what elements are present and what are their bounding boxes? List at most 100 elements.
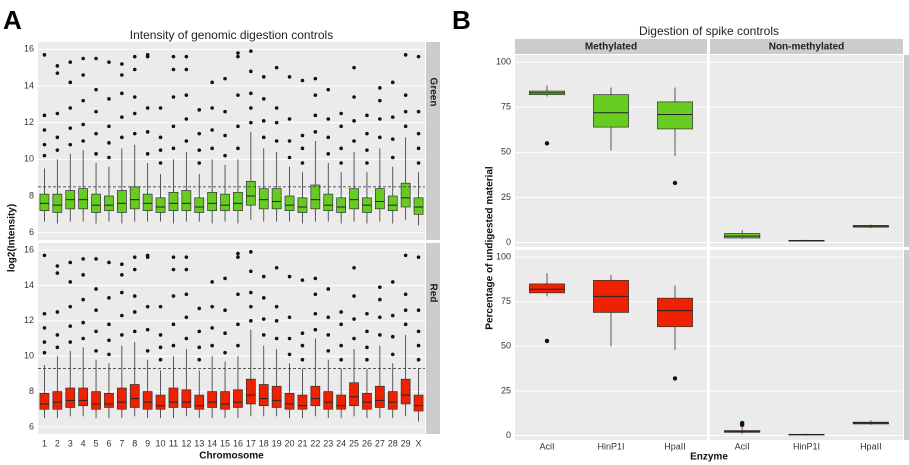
box xyxy=(374,385,385,408)
y-tick-label: 25 xyxy=(501,192,511,202)
outlier xyxy=(158,345,163,350)
x-tick-label: 4 xyxy=(81,438,86,448)
box xyxy=(349,188,359,210)
outlier xyxy=(313,113,318,118)
outlier xyxy=(184,336,189,341)
x-tick-label: 23 xyxy=(323,438,333,448)
y-axis-label: Percentage of undigested material xyxy=(485,166,496,330)
x-tick-label: 24 xyxy=(336,438,346,448)
outlier xyxy=(42,53,47,57)
outlier xyxy=(171,294,176,298)
outlier xyxy=(236,54,240,59)
outlier xyxy=(210,343,214,348)
outlier xyxy=(132,255,137,259)
outlier xyxy=(42,326,47,330)
outlier xyxy=(171,124,176,129)
box xyxy=(258,384,269,407)
outlier xyxy=(274,336,279,341)
y-tick-label: 0 xyxy=(506,237,511,247)
y-tick-label: 14 xyxy=(24,80,34,90)
outlier xyxy=(300,133,305,138)
outlier xyxy=(313,276,318,281)
outlier xyxy=(210,80,214,85)
x-tick-label: 25 xyxy=(349,438,359,448)
box xyxy=(78,188,89,210)
x-axis-label: Enzyme xyxy=(690,452,728,463)
outlier xyxy=(210,106,214,110)
outlier xyxy=(158,135,163,140)
outlier xyxy=(197,329,202,334)
outlier xyxy=(171,255,176,259)
x-tick-label: 22 xyxy=(310,438,320,448)
outlier xyxy=(132,54,137,59)
box xyxy=(52,391,63,410)
outlier xyxy=(107,141,111,145)
outlier xyxy=(42,311,47,316)
x-tick-label: 6 xyxy=(106,438,111,448)
facet-strip xyxy=(710,39,903,54)
outlier xyxy=(107,352,111,357)
outlier xyxy=(249,69,253,74)
outlier xyxy=(223,331,227,335)
box xyxy=(245,180,256,206)
outlier xyxy=(197,148,202,152)
outlier xyxy=(68,324,73,328)
outlier xyxy=(326,349,331,353)
outlier xyxy=(184,93,189,97)
outlier xyxy=(403,124,408,129)
outlier xyxy=(184,315,189,320)
box xyxy=(194,394,205,410)
box xyxy=(323,391,334,410)
outlier xyxy=(132,111,137,116)
y-tick-label: 75 xyxy=(501,102,511,112)
box xyxy=(65,387,76,408)
outlier xyxy=(145,130,150,134)
box xyxy=(297,197,308,213)
outlier xyxy=(403,93,408,97)
outlier xyxy=(274,106,279,110)
x-tick-label: 10 xyxy=(156,438,166,448)
box xyxy=(142,391,153,410)
outlier xyxy=(145,152,150,156)
outlier xyxy=(107,60,111,64)
outlier xyxy=(94,329,98,334)
box xyxy=(233,389,243,408)
outlier xyxy=(145,327,150,332)
outlier xyxy=(81,139,85,143)
outlier xyxy=(132,131,137,136)
outlier xyxy=(416,308,421,313)
x-tick-label: HinP1I xyxy=(793,441,820,451)
outlier xyxy=(68,142,73,147)
outlier xyxy=(145,106,150,110)
outlier xyxy=(68,126,73,130)
outlier xyxy=(55,264,60,268)
outlier xyxy=(120,313,124,318)
outlier xyxy=(132,294,137,298)
outlier xyxy=(107,338,111,343)
box xyxy=(220,193,230,212)
outlier xyxy=(107,97,111,101)
outlier xyxy=(274,120,279,125)
outlier xyxy=(120,290,124,295)
outlier xyxy=(68,280,73,284)
outlier xyxy=(261,333,266,337)
outlier xyxy=(261,97,266,101)
x-tick-label: 9 xyxy=(145,438,150,448)
outlier xyxy=(210,304,214,309)
outlier xyxy=(287,155,292,160)
outlier xyxy=(210,128,214,132)
outlier xyxy=(352,336,356,341)
y-tick-label: 100 xyxy=(496,57,511,67)
box xyxy=(387,195,398,212)
outlier xyxy=(287,352,292,357)
box xyxy=(104,195,114,212)
outlier xyxy=(326,287,331,291)
outlier xyxy=(287,315,292,320)
facet-strip xyxy=(426,42,440,240)
outlier xyxy=(94,87,98,92)
outlier xyxy=(249,250,253,254)
outlier xyxy=(416,54,421,59)
outlier xyxy=(55,64,60,68)
box xyxy=(181,190,192,212)
outlier xyxy=(81,122,85,127)
